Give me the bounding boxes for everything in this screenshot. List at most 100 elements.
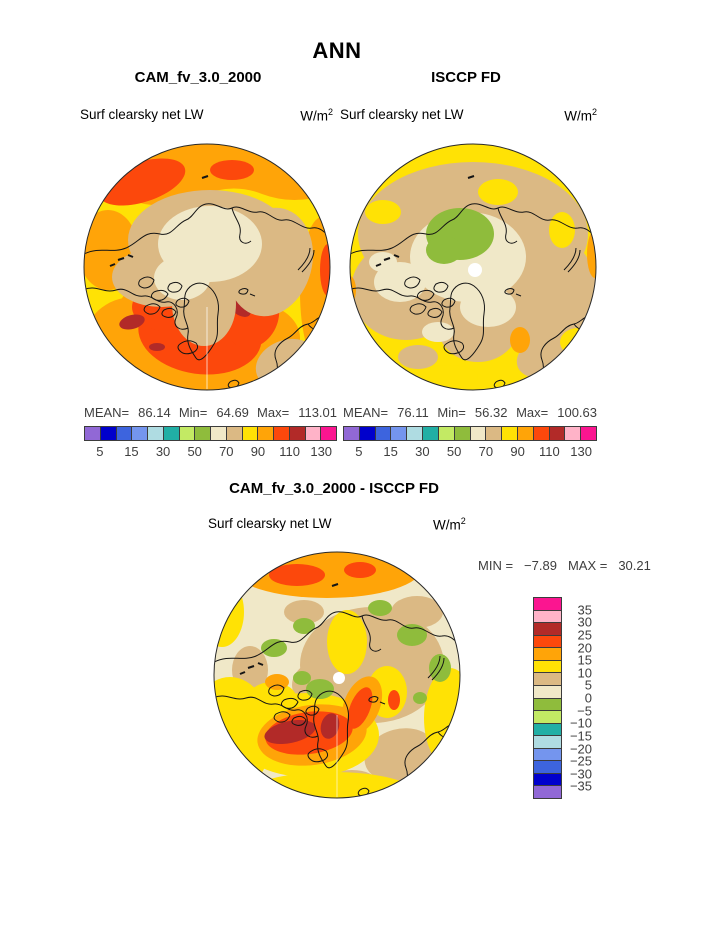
colorbar-cell	[534, 598, 561, 611]
isccp-min-label: Min=	[437, 405, 466, 420]
colorbar-cell	[258, 427, 274, 440]
colorbar-cell	[195, 427, 211, 440]
colorbar-cell	[534, 711, 561, 724]
colorbar-cell	[305, 427, 322, 440]
colorbar-cell	[534, 623, 561, 636]
diff-fill-darkred	[264, 713, 340, 745]
colorbar-cell	[534, 698, 561, 712]
colorbar-cell	[454, 427, 471, 440]
colorbar-cell	[534, 673, 561, 686]
colorbar-tick-label: 20	[577, 640, 592, 655]
isccp-variable-label: Surf clearsky net LW	[340, 107, 464, 122]
colorbar-cell	[407, 427, 424, 440]
colorbar-cell	[423, 427, 439, 440]
diff-panel-title: CAM_fv_3.0_2000 - ISCCP FD	[229, 480, 439, 497]
cam-map-border	[83, 143, 331, 391]
colorbar-cell	[517, 427, 534, 440]
colorbar-tick-label: 15	[383, 444, 398, 459]
diff-minmax-row: MIN = −7.89 MAX = 30.21	[478, 558, 651, 573]
isccp-panel-title: ISCCP FD	[431, 69, 501, 86]
cam-colorbar-ticks: 5 15 30 50 70 90 110 130	[84, 444, 337, 460]
colorbar-cell	[242, 427, 259, 440]
colorbar-cell	[534, 660, 561, 674]
colorbar-cell	[321, 427, 336, 440]
colorbar-tick-label: 5	[355, 444, 363, 459]
colorbar-tick-label: 5	[584, 677, 592, 693]
colorbar-cell	[391, 427, 408, 440]
colorbar-cell	[359, 427, 376, 440]
isccp-mean-label: MEAN=	[343, 405, 389, 420]
colorbar-cell	[534, 685, 561, 699]
colorbar-tick-label: 15	[577, 652, 592, 668]
isccp-units-label: W/m2	[547, 107, 597, 124]
colorbar-tick-label: 50	[446, 444, 462, 459]
cam-mean-label: MEAN=	[84, 405, 130, 420]
cam-min-value: 64.69	[216, 405, 249, 420]
isccp-map-border	[349, 143, 597, 391]
cam-variable-label: Surf clearsky net LW	[80, 107, 204, 122]
colorbar-tick-label: 15	[124, 444, 139, 459]
isccp-mean-value: 76.11	[397, 405, 429, 420]
diff-map-border	[213, 551, 461, 799]
colorbar-tick-label: 30	[415, 444, 430, 459]
colorbar-tick-label: 130	[570, 444, 592, 459]
colorbar-tick-label: −30	[569, 766, 592, 782]
diff-units-exponent: 2	[460, 516, 466, 526]
isccp-min-value: 56.32	[474, 405, 508, 420]
colorbar-cell	[100, 427, 117, 440]
diff-map	[213, 551, 461, 799]
colorbar-tick-label: 0	[584, 690, 592, 706]
cam-max-value: 113.01	[298, 405, 337, 420]
colorbar-tick-label: 110	[539, 444, 560, 459]
colorbar-cell	[85, 427, 101, 440]
diff-units-base: W/m	[433, 517, 461, 533]
colorbar-tick-label: 130	[310, 444, 333, 459]
colorbar-tick-label: 30	[577, 614, 592, 630]
diff-pole-hole	[333, 672, 345, 684]
colorbar-tick-label: −10	[569, 715, 592, 731]
isccp-pole-hole	[468, 263, 482, 277]
colorbar-cell	[470, 427, 487, 440]
colorbar-tick-label: −5	[577, 703, 592, 719]
colorbar-cell	[534, 635, 561, 649]
diff-colorbar-ticks: 35 30 25 20 15 10 5 0 −5 −10 −15 −20 −25 −30 −35	[562, 597, 592, 799]
diff-max-value: 30.21	[618, 558, 651, 573]
cam-mean-value: 86.14	[138, 405, 171, 420]
colorbar-tick-label: 70	[219, 444, 234, 459]
diff-variable-label: Surf clearsky net LW	[208, 516, 332, 531]
cam-panel-title: CAM_fv_3.0_2000	[134, 69, 262, 86]
colorbar-cell	[534, 610, 561, 624]
colorbar-cell	[534, 748, 561, 762]
colorbar-cell	[502, 427, 518, 440]
colorbar-tick-label: 90	[510, 444, 525, 459]
colorbar-cell	[486, 427, 503, 440]
colorbar-cell	[179, 427, 196, 440]
colorbar-cell	[534, 648, 561, 661]
colorbar-cell	[163, 427, 180, 440]
colorbar-tick-label: −35	[569, 778, 592, 794]
cam-units-exponent: 2	[327, 107, 333, 117]
cam-stats-row: MEAN= 86.14 Min= 64.69 Max= 113.01	[84, 405, 337, 420]
colorbar-tick-label: −25	[569, 753, 592, 769]
colorbar-cell	[534, 773, 561, 787]
isccp-units-exponent: 2	[591, 107, 597, 117]
colorbar-cell	[534, 736, 561, 749]
colorbar-tick-label: 90	[250, 444, 266, 459]
colorbar-tick-label: 10	[577, 665, 592, 681]
colorbar-cell	[116, 427, 133, 440]
diff-max-label: MAX =	[567, 558, 608, 573]
colorbar-cell	[226, 427, 243, 440]
colorbar-cell	[132, 427, 148, 440]
colorbar-cell	[534, 723, 561, 737]
colorbar-cell	[549, 427, 566, 440]
cam-min-label: Min=	[178, 405, 208, 420]
isccp-colorbar	[343, 426, 597, 441]
diff-min-label: MIN =	[478, 558, 514, 573]
diff-units-label: W/m2	[433, 516, 466, 533]
cam-units-base: W/m	[300, 108, 328, 124]
colorbar-tick-label: 50	[187, 444, 202, 459]
isccp-fill-green	[426, 208, 494, 264]
colorbar-cell	[344, 427, 360, 440]
diff-colorbar	[533, 597, 562, 799]
